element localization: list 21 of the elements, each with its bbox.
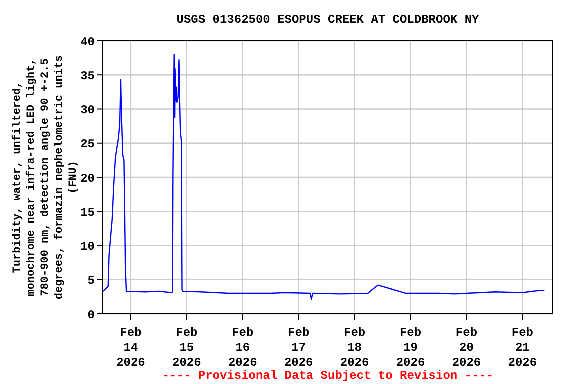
y-tick-label: 0 — [88, 308, 95, 322]
y-tick-label: 10 — [80, 240, 95, 254]
x-tick-label: Feb 16 2026 — [228, 326, 258, 370]
x-tick-label: Feb 21 2026 — [508, 326, 538, 370]
y-tick-label: 40 — [80, 35, 95, 50]
y-axis-title: Turbidity, water, unfiltered, monochrome near infra-red LED light, 780-900 nm, detection angle 90 +-2.5 degrees, formazin nephelometric units (FNU) — [10, 55, 80, 300]
x-tick-label: Feb 20 2026 — [452, 326, 482, 370]
x-tick-label: Feb 15 2026 — [172, 326, 202, 370]
x-tick-label: Feb 14 2026 — [116, 326, 146, 370]
y-tick-label: 35 — [80, 69, 95, 84]
y-tick-label: 25 — [80, 138, 95, 152]
x-tick-label: Feb 19 2026 — [396, 326, 426, 370]
y-tick-label: 15 — [80, 206, 95, 220]
chart-title: USGS 01362500 ESOPUS CREEK AT COLDBROOK NY — [176, 13, 480, 27]
y-tick-label: 5 — [88, 274, 95, 288]
y-tick-label: 30 — [80, 104, 95, 118]
line-series — [103, 54, 546, 300]
x-tick-label: Feb 17 2026 — [284, 326, 314, 370]
text: ---- Provisional Data Subject to Revision ---- — [161, 369, 495, 383]
x-tick-label: Feb 18 2026 — [340, 326, 370, 370]
y-tick-label: 20 — [80, 172, 95, 186]
